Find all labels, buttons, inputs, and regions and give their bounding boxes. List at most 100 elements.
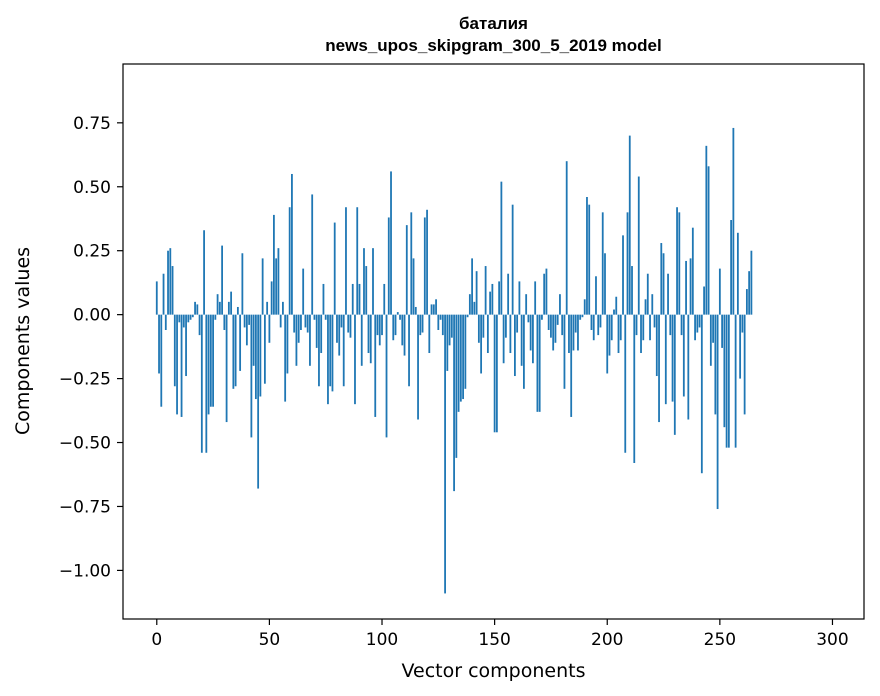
bar-237 <box>689 258 692 315</box>
bar-174 <box>547 314 550 330</box>
bar-81 <box>338 314 341 356</box>
bar-50 <box>268 314 271 343</box>
bar-18 <box>196 304 199 315</box>
bar-110 <box>403 314 406 356</box>
bar-218 <box>646 273 649 315</box>
bar-55 <box>279 314 282 328</box>
bar-171 <box>541 314 543 320</box>
bar-34 <box>232 314 235 389</box>
bar-84 <box>345 207 347 315</box>
bar-115 <box>414 306 417 315</box>
bar-142 <box>475 271 478 315</box>
bar-262 <box>745 289 748 315</box>
bar-226 <box>664 314 667 405</box>
bar-166 <box>529 314 532 351</box>
bar-90 <box>358 283 361 315</box>
bar-69 <box>311 194 314 315</box>
bar-190 <box>583 299 586 315</box>
y-tick-label: 0.50 <box>73 178 111 198</box>
bar-238 <box>691 227 694 315</box>
bar-10 <box>178 314 181 323</box>
bar-103 <box>387 217 390 315</box>
bar-161 <box>518 281 521 315</box>
bar-261 <box>743 314 746 415</box>
bar-179 <box>559 294 561 315</box>
bar-260 <box>741 314 744 333</box>
bar-141 <box>473 301 476 315</box>
bar-150 <box>493 314 496 433</box>
bar-263 <box>748 271 751 315</box>
bar-14 <box>187 314 190 323</box>
bar-44 <box>254 314 257 400</box>
bar-215 <box>640 314 642 354</box>
bar-139 <box>468 294 471 315</box>
bar-91 <box>360 314 363 366</box>
bar-131 <box>450 314 453 338</box>
bar-124 <box>435 299 437 315</box>
bar-108 <box>399 314 401 320</box>
bar-126 <box>439 314 442 320</box>
bar-204 <box>615 296 618 315</box>
bar-210 <box>628 135 631 315</box>
bar-33 <box>230 291 233 315</box>
bar-53 <box>275 258 278 315</box>
bar-82 <box>340 314 343 328</box>
bar-99 <box>378 314 381 346</box>
x-tick-label: 100 <box>366 630 398 650</box>
bar-169 <box>536 314 539 412</box>
bar-54 <box>277 248 280 315</box>
bar-127 <box>441 314 444 336</box>
bar-246 <box>709 314 712 366</box>
bar-249 <box>716 314 719 510</box>
bar-58 <box>286 314 289 374</box>
bar-76 <box>327 314 329 405</box>
bar-143 <box>477 314 480 343</box>
bar-21 <box>203 230 205 315</box>
bar-122 <box>430 304 433 315</box>
bar-250 <box>718 268 721 315</box>
bar-77 <box>329 314 332 387</box>
bar-17 <box>194 301 196 315</box>
bar-196 <box>597 314 600 336</box>
bar-68 <box>309 314 311 366</box>
bar-241 <box>698 314 701 328</box>
bar-162 <box>520 314 523 366</box>
bar-25 <box>212 314 214 407</box>
bar-13 <box>185 314 187 377</box>
bar-98 <box>376 314 379 336</box>
bar-109 <box>401 314 404 346</box>
bar-227 <box>667 273 669 315</box>
bar-102 <box>385 314 388 438</box>
bar-16 <box>191 314 194 318</box>
bar-195 <box>595 276 597 315</box>
bar-78 <box>331 314 334 392</box>
bar-157 <box>509 314 512 354</box>
bar-177 <box>554 314 557 343</box>
x-axis-label: Vector components <box>402 660 586 682</box>
bar-208 <box>624 314 627 453</box>
bar-39 <box>243 314 246 328</box>
bar-186 <box>574 314 577 333</box>
bar-114 <box>412 258 415 315</box>
bar-222 <box>655 314 658 377</box>
x-tick-label: 250 <box>704 630 736 650</box>
bar-176 <box>552 314 555 351</box>
bar-132 <box>453 314 455 492</box>
bar-118 <box>421 314 424 333</box>
bar-194 <box>592 314 595 341</box>
bar-1 <box>158 314 160 374</box>
bar-212 <box>633 314 636 463</box>
bar-225 <box>662 253 665 315</box>
bar-105 <box>392 314 395 341</box>
bar-80 <box>336 314 338 343</box>
bar-11 <box>180 314 183 417</box>
bar-120 <box>426 209 428 315</box>
bar-96 <box>372 248 374 315</box>
bar-117 <box>419 314 422 336</box>
bar-75 <box>324 314 327 320</box>
bar-205 <box>617 314 620 354</box>
bar-116 <box>417 314 419 420</box>
bar-160 <box>516 314 519 333</box>
